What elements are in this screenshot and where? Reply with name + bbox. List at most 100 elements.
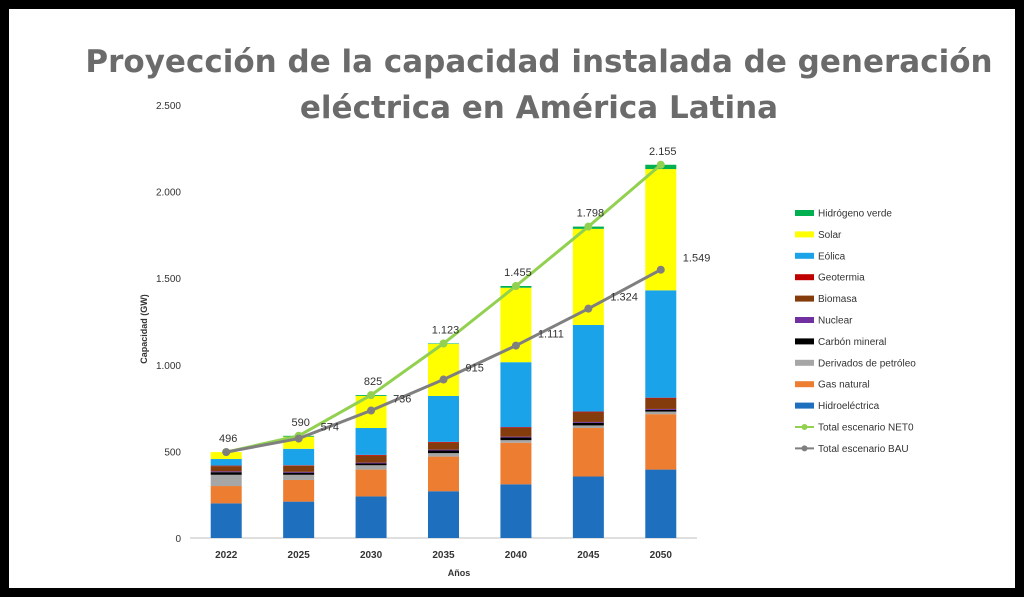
bar-segment [210,474,242,487]
line-point [584,304,593,313]
bar-segment [283,479,315,502]
bar-segment [210,466,242,472]
bar-segment [645,397,677,399]
line-point [294,434,303,443]
bar-segment [645,290,677,398]
data-label: 1.324 [610,292,638,304]
bar-segment [428,442,459,450]
x-tick-label: 2030 [360,550,383,561]
data-label: 2.155 [649,146,677,158]
line-point [439,375,448,384]
y-axis-label: Capacidad (GW) [139,294,149,364]
bar-segment [428,491,459,538]
bar-segment [210,503,242,538]
data-label: 1.123 [432,324,460,336]
legend-label: Hidroeléctrica [818,401,880,412]
legend: Hidrógeno verde Solar Eólica Geotermia Bioma… [795,209,916,455]
legend-label: Biomasa [818,294,857,305]
bar-segment [283,465,315,472]
data-label: 825 [364,376,382,388]
data-label: 915 [466,363,484,375]
legend-label: Solar [818,230,842,241]
bar-segment [283,472,315,475]
bar-segment [645,408,677,410]
legend-swatch [795,274,814,281]
bar-segment [645,469,677,538]
data-label: 574 [321,422,339,434]
legend-swatch-marker [801,445,808,452]
data-label: 1.455 [504,267,532,279]
legend-label: Eólica [818,251,846,262]
legend-swatch-marker [801,424,808,430]
bar-segment [645,409,677,412]
bar-segment [283,501,315,538]
bar-segment [283,448,315,466]
line-point [439,339,448,348]
line-point [656,265,665,274]
x-tick-label: 2050 [650,550,673,561]
data-label: 590 [291,417,309,429]
bar-segment [645,398,677,409]
line-point [511,341,520,350]
bar-segment [428,441,459,443]
bar-segment [428,456,459,492]
legend-swatch [795,338,814,345]
data-label: 736 [393,394,411,406]
line-point [656,160,665,169]
legend-swatch [795,317,814,323]
bar-segment [645,411,677,415]
legend-swatch [795,359,814,366]
bar-segment [210,459,242,466]
data-label: 1.549 [683,253,711,265]
x-axis-label: Años [448,568,471,578]
legend-label: Nuclear [818,316,853,327]
bar-segment [572,425,604,429]
y-tick-label: 2.500 [156,101,181,112]
legend-label: Total escenario NET0 [818,423,914,434]
bar-segment [355,496,387,538]
bar-segment [355,454,387,456]
y-tick-label: 1.000 [156,361,181,372]
bar-segment [428,450,459,454]
y-tick-label: 500 [164,447,181,458]
bar-segment [645,414,677,470]
bar-segment [572,476,604,538]
chart-frame: 0 500 1.000 1.500 2.000 2.500 2022 2025 2030 2035… [9,9,1015,588]
bar-segment [500,428,532,437]
bar-segment [355,463,387,466]
legend-swatch [795,381,814,388]
line-point [511,281,520,290]
line-point [584,222,593,231]
chart-title: Proyección de la capacidad instalada de … [85,44,993,126]
chart: 0 500 1.000 1.500 2.000 2.500 2022 2025 2030 2035… [139,101,916,578]
bar-segment [283,471,315,473]
data-label: 1.798 [577,208,605,220]
x-tick-label: 2040 [505,550,528,561]
bar-segment [210,472,242,475]
bar-segment [500,442,532,485]
legend-label: Total escenario BAU [818,444,909,455]
bar-segment [572,421,604,423]
x-tick-label: 2035 [432,550,455,561]
axes: 0 500 1.000 1.500 2.000 2.500 2022 2025 2030 2035… [139,101,697,578]
y-tick-label: 2.000 [156,188,181,199]
bar-segment [210,471,242,473]
bar-segment [355,455,387,463]
legend-swatch [795,402,814,409]
bar-segment [355,469,387,497]
lines: 496 590 825 1.123 1.455 1.798 2.155 574 736 915 1.… [219,146,711,457]
line-point [367,406,376,415]
bar-segment [572,412,604,422]
legend-label: Derivados de petróleo [818,358,916,369]
bar-segment [355,462,387,464]
line-point [367,391,376,400]
data-label: 496 [219,433,237,445]
legend-swatch [795,231,814,238]
x-tick-label: 2022 [215,550,238,561]
bar-segment [500,427,532,429]
x-tick-label: 2025 [288,550,311,561]
bar-segment [428,395,459,442]
legend-swatch [795,210,814,216]
bar-segment [500,362,532,428]
bar-segment [572,422,604,426]
